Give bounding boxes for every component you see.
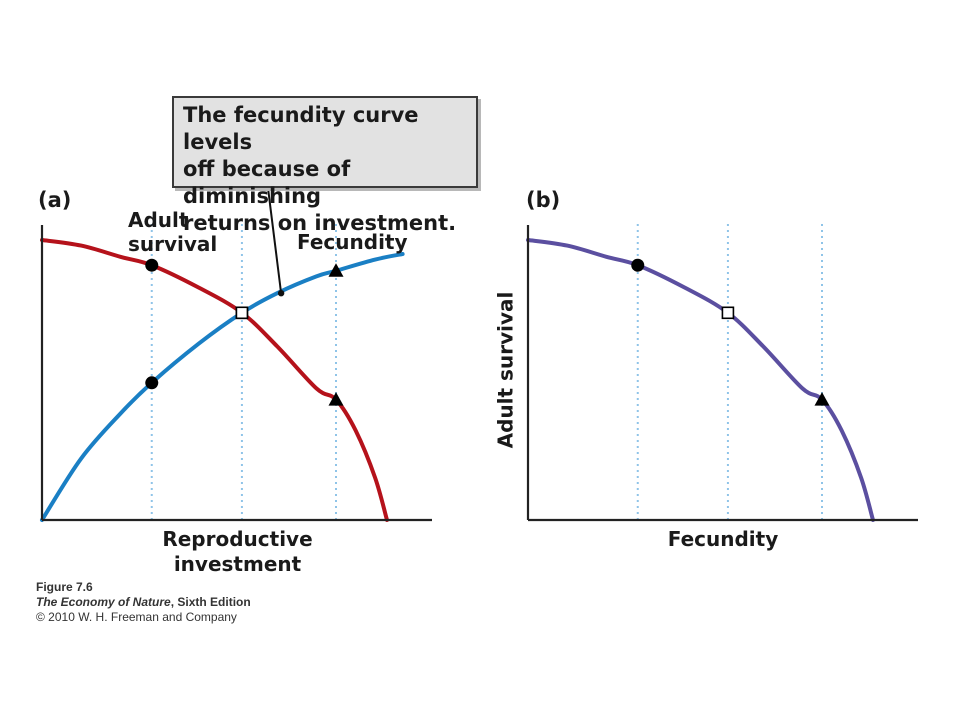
panel-b-y-axis-title: Adult survival — [493, 291, 518, 449]
series-line — [40, 252, 405, 522]
callout-line: returns on investment. — [183, 211, 457, 235]
panel-a-plot — [40, 222, 432, 522]
copyright-line: © 2010 W. H. Freeman and Company — [36, 610, 237, 624]
fecundity-series-label: Fecundity — [297, 230, 408, 254]
figure-credit: Figure 7.6 The Economy of Nature, Sixth … — [36, 580, 251, 625]
book-title: The Economy of Nature — [36, 595, 171, 609]
figure-number: Figure 7.6 — [36, 580, 93, 594]
panel-b-label: (b) — [526, 188, 561, 212]
callout-line: The fecundity curve levels — [183, 103, 419, 154]
circle-marker — [631, 258, 645, 272]
square-marker — [235, 306, 249, 320]
callout-pointer — [267, 187, 285, 297]
series-line — [40, 238, 389, 522]
triangle-marker — [328, 263, 344, 277]
square-marker — [721, 306, 735, 320]
circle-marker — [145, 376, 159, 390]
callout-box: The fecundity curve levels off because o… — [172, 96, 478, 235]
book-citation: The Economy of Nature, Sixth Edition — [36, 595, 251, 610]
triangle-marker — [814, 392, 830, 406]
adult-survival-series-label: Adult survival — [128, 208, 218, 256]
callout-pointer-dot — [277, 290, 285, 297]
circle-marker — [145, 258, 159, 272]
callout-pointer-line — [267, 187, 283, 294]
panel-b-plot — [526, 222, 918, 522]
series-line — [526, 238, 875, 522]
panel-b-x-axis-title: Fecundity — [667, 527, 779, 551]
callout-line: off because of diminishing — [183, 157, 351, 208]
book-edition: , Sixth Edition — [170, 595, 251, 609]
panel-a-label: (a) — [38, 188, 72, 212]
triangle-marker — [328, 392, 344, 406]
panel-a-x-axis-title: Reproductive investment — [162, 527, 313, 576]
